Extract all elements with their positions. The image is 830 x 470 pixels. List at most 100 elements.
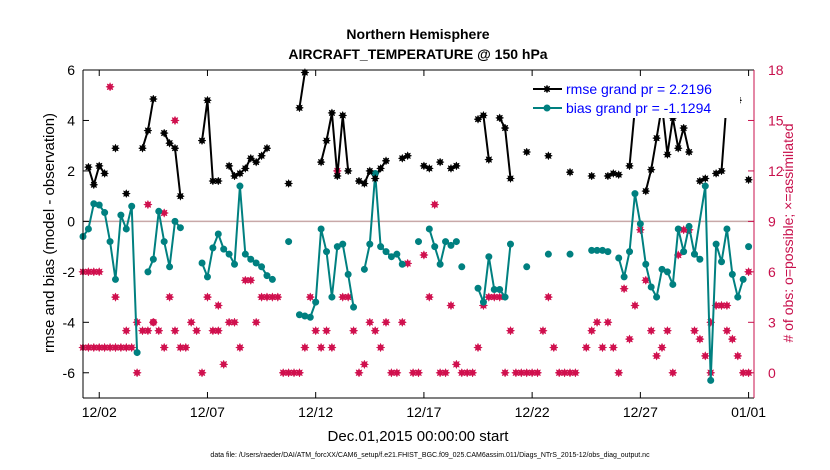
legend-rmse-label: rmse grand pr = 2.2196 xyxy=(566,81,712,97)
rmse-point xyxy=(370,173,380,184)
obs-assimilated-marker xyxy=(278,367,289,378)
y-tick-label: 2 xyxy=(67,163,75,179)
bias-point xyxy=(636,220,644,228)
rmse-point xyxy=(110,143,121,153)
bias-point xyxy=(696,255,704,263)
obs-assimilated-marker xyxy=(99,342,110,353)
bias-point xyxy=(382,248,390,256)
obs-assimilated-marker xyxy=(175,342,186,353)
bias-point xyxy=(225,250,233,258)
x-tick-label: 12/17 xyxy=(406,404,441,420)
obs-assimilated-marker xyxy=(592,317,602,328)
x-tick-label: 12/12 xyxy=(298,404,333,420)
obs-assimilated-marker xyxy=(651,351,662,361)
obs-assimilated-marker xyxy=(689,325,700,336)
obs-assimilated-marker xyxy=(83,342,94,353)
rmse-point xyxy=(175,191,186,201)
rmse-point xyxy=(208,176,218,186)
rmse-point xyxy=(251,157,261,167)
rmse-point xyxy=(246,153,256,163)
obs-assimilated-marker xyxy=(538,325,548,336)
obs-assimilated-marker xyxy=(456,367,467,378)
rmse-point xyxy=(240,163,250,174)
bias-point xyxy=(231,260,239,268)
bias-point xyxy=(106,238,114,246)
obs-assimilated-marker xyxy=(88,266,99,277)
rmse-point xyxy=(343,166,353,176)
bias-point xyxy=(506,240,514,248)
obs-assimilated-marker xyxy=(164,292,175,302)
rmse-point xyxy=(332,171,342,181)
rmse-point xyxy=(170,143,180,153)
bias-point xyxy=(95,201,103,209)
obs-assimilated-marker xyxy=(662,325,673,336)
bias-point xyxy=(203,273,211,281)
obs-assimilated-marker xyxy=(375,342,386,353)
rmse-point xyxy=(121,188,131,199)
obs-assimilated-marker xyxy=(294,367,305,378)
obs-assimilated-marker xyxy=(500,367,510,378)
obs-assimilated-marker xyxy=(283,367,294,378)
rmse-point xyxy=(684,147,694,157)
obs-assimilated-marker xyxy=(126,342,137,353)
y-right-tick-label: 6 xyxy=(768,264,776,280)
rmse-point xyxy=(522,147,532,157)
bias-point xyxy=(728,270,736,278)
obs-assimilated-marker xyxy=(251,317,262,328)
x-tick-label: 01/01 xyxy=(731,404,766,420)
obs-assimilated-marker xyxy=(722,300,732,311)
y-tick-label: 4 xyxy=(67,112,75,128)
obs-assimilated-marker xyxy=(262,292,272,302)
obs-assimilated-marker xyxy=(581,342,592,353)
obs-assimilated-marker xyxy=(548,342,559,353)
rmse-point xyxy=(673,143,683,153)
bias-point xyxy=(155,207,163,215)
obs-assimilated-marker xyxy=(743,367,754,378)
obs-assimilated-marker xyxy=(305,292,316,302)
obs-assimilated-marker xyxy=(267,292,278,302)
bias-point xyxy=(685,222,693,230)
rmse-point xyxy=(716,166,727,176)
y-tick-label: -6 xyxy=(63,365,76,381)
bias-point xyxy=(604,248,612,256)
obs-assimilated-marker xyxy=(218,359,229,370)
bias-point xyxy=(263,272,271,280)
rmse-point xyxy=(505,173,516,184)
obs-assimilated-marker xyxy=(213,300,224,311)
rmse-point xyxy=(473,114,483,124)
obs-assimilated-marker xyxy=(137,325,148,336)
bias-point xyxy=(220,245,228,253)
rmse-point xyxy=(435,157,445,167)
obs-assimilated-marker xyxy=(527,367,537,378)
obs-assimilated-marker xyxy=(132,367,142,378)
obs-assimilated-marker xyxy=(397,317,408,328)
obs-assimilated-marker xyxy=(646,325,657,336)
rmse-point xyxy=(365,166,375,176)
obs-assimilated-marker xyxy=(570,367,581,378)
bias-point xyxy=(485,253,493,261)
bias-point xyxy=(214,230,222,238)
bias-point xyxy=(128,202,136,210)
rmse-point xyxy=(700,173,710,184)
bias-point xyxy=(523,263,531,271)
obs-assimilated-marker xyxy=(473,342,483,353)
obs-assimilated-marker xyxy=(489,292,500,302)
bias-point xyxy=(101,209,109,217)
rmse-point xyxy=(359,178,370,189)
bias-point xyxy=(442,238,450,246)
rmse-point xyxy=(484,154,494,165)
bias-point xyxy=(701,182,709,190)
bias-point xyxy=(669,280,677,288)
obs-assimilated-marker xyxy=(105,81,115,92)
obs-assimilated-marker xyxy=(743,266,754,277)
obs-assimilated-marker xyxy=(608,342,619,353)
obs-assimilated-marker xyxy=(467,367,478,378)
bias-point xyxy=(344,270,352,278)
obs-assimilated-marker xyxy=(364,317,375,328)
obs-assimilated-marker xyxy=(521,367,532,378)
bias-point xyxy=(501,293,509,301)
obs-assimilated-marker xyxy=(170,325,180,336)
obs-assimilated-marker xyxy=(159,342,170,353)
rmse-point xyxy=(164,138,175,148)
obs-assimilated-marker xyxy=(105,342,115,353)
